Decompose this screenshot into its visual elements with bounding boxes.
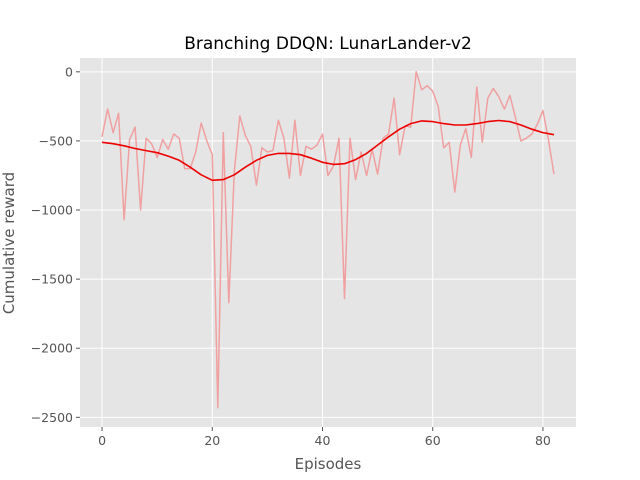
y-tick-label: −1000 [31, 203, 73, 218]
y-tick-label: −2000 [31, 341, 73, 356]
chart-title: Branching DDQN: LunarLander-v2 [184, 34, 472, 54]
x-tick-label: 40 [315, 433, 331, 448]
y-axis-label: Cumulative reward [0, 172, 18, 314]
x-tick-label: 60 [425, 433, 441, 448]
x-tick-label: 80 [535, 433, 551, 448]
y-tick-label: 0 [65, 64, 73, 79]
x-tick-label: 20 [204, 433, 220, 448]
raw-reward-line [101, 71, 555, 409]
y-tick-label: −1500 [31, 272, 73, 287]
series-layer [101, 71, 555, 409]
x-axis-label: Episodes [295, 455, 362, 473]
y-axis: 0 −500 −1000 −1500 −2000 −2500 [31, 64, 80, 425]
y-tick-label: −500 [39, 133, 73, 148]
x-axis: 0 20 40 60 80 [98, 427, 551, 448]
y-tick-label: −2500 [31, 410, 73, 425]
x-tick-label: 0 [98, 433, 106, 448]
plot-background [80, 58, 576, 427]
smoothed-reward-line [101, 119, 555, 182]
